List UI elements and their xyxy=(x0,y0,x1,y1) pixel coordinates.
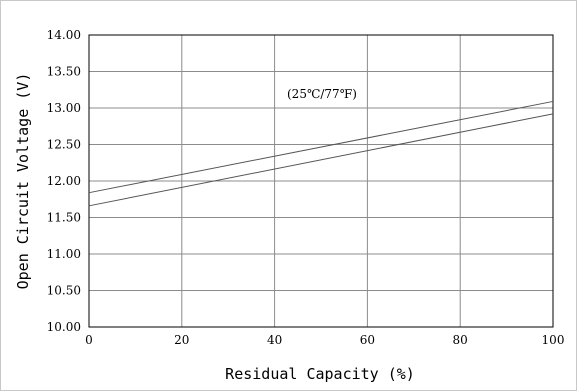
temperature-annotation: (25℃/77℉) xyxy=(287,87,357,101)
y-tick-label: 11.00 xyxy=(47,247,81,261)
y-axis-ticks: 10.00 10.50 11.00 11.50 12.00 12.50 13.00 13.50… xyxy=(47,28,81,334)
y-tick-label: 14.00 xyxy=(47,28,81,42)
x-axis-title: Residual Capacity (%) xyxy=(225,365,415,383)
x-tick-label: 80 xyxy=(453,333,468,347)
y-tick-label: 12.50 xyxy=(47,138,81,152)
y-tick-label: 12.00 xyxy=(47,174,81,188)
lower-voltage-line xyxy=(88,113,554,207)
y-tick-label: 10.00 xyxy=(47,320,81,334)
x-tick-label: 40 xyxy=(267,333,282,347)
y-axis-title: Open Circuit Voltage (V) xyxy=(14,73,32,290)
y-tick-label: 13.00 xyxy=(47,101,81,115)
x-tick-label: 0 xyxy=(85,333,93,347)
plot-area-border xyxy=(88,34,554,328)
x-tick-label: 20 xyxy=(174,333,189,347)
upper-voltage-line xyxy=(88,100,554,194)
y-tick-label: 10.50 xyxy=(47,284,81,298)
x-tick-label: 60 xyxy=(360,333,375,347)
y-tick-label: 13.50 xyxy=(47,65,81,79)
y-tick-label: 11.50 xyxy=(47,211,81,225)
series-lines xyxy=(88,100,554,207)
x-tick-label: 100 xyxy=(542,333,565,347)
grid xyxy=(88,34,554,328)
x-axis-ticks: 0 20 40 60 80 100 xyxy=(85,333,564,347)
